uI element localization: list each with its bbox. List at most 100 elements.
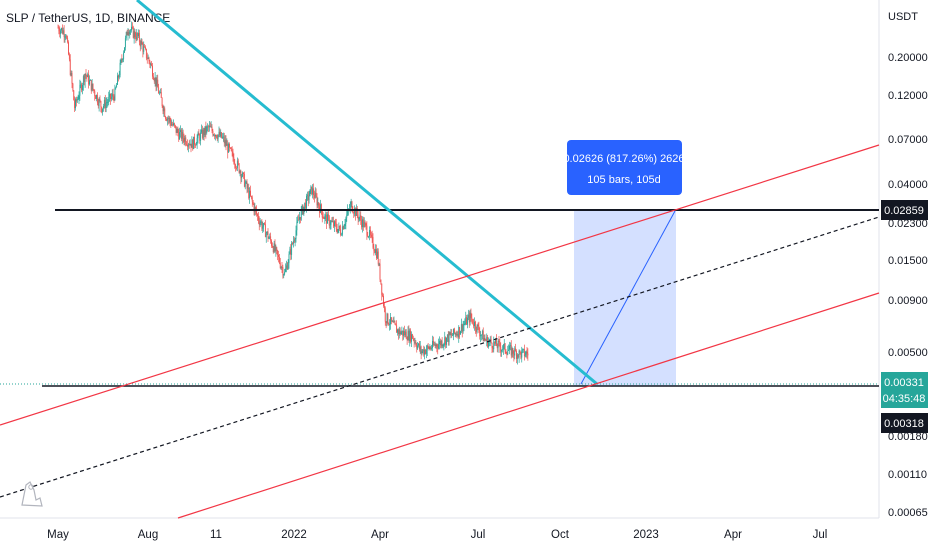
candle-body xyxy=(522,349,524,351)
candle-body xyxy=(495,339,497,346)
candle-body xyxy=(516,351,517,359)
candle-body xyxy=(264,223,265,225)
candle-body xyxy=(500,347,502,352)
candle-body xyxy=(469,312,471,323)
candle-body xyxy=(191,139,193,148)
candle-body xyxy=(418,343,420,350)
candle-body xyxy=(250,190,251,196)
candle-body xyxy=(179,132,181,140)
candle-body xyxy=(395,323,397,326)
candle-body xyxy=(441,340,443,347)
candle-body xyxy=(103,106,104,109)
candle-body xyxy=(271,240,272,246)
last-price-badge xyxy=(881,372,928,408)
candle-body xyxy=(160,92,162,98)
candle-body xyxy=(324,215,326,220)
candle-body xyxy=(363,222,365,228)
channel-median-line[interactable] xyxy=(0,216,880,498)
candle-body xyxy=(277,250,279,255)
candle-body xyxy=(148,57,150,62)
candle-body xyxy=(145,47,146,49)
x-tick-label: May xyxy=(47,529,69,541)
candle-body xyxy=(108,96,110,102)
candle-body xyxy=(486,337,488,341)
candle-body xyxy=(222,136,224,138)
candle-body xyxy=(337,229,339,233)
candle-body xyxy=(314,192,316,199)
candle-body xyxy=(506,353,508,355)
candle-body xyxy=(146,58,148,59)
candle-body xyxy=(389,324,391,326)
candle-body xyxy=(248,187,250,199)
candle-body xyxy=(379,263,381,280)
channel-upper-line[interactable] xyxy=(0,144,880,426)
candle-body xyxy=(499,342,501,348)
candle-body xyxy=(142,44,144,52)
channel-lower-line[interactable] xyxy=(177,292,880,519)
candle-body xyxy=(229,143,230,148)
descending-trendline[interactable] xyxy=(136,0,598,386)
candle-body xyxy=(518,350,520,358)
candle-body xyxy=(480,334,482,337)
candle-body xyxy=(171,124,173,126)
candle-body xyxy=(422,349,424,352)
candle-body xyxy=(96,94,98,103)
candle-body xyxy=(495,339,496,344)
candle-body xyxy=(493,341,495,350)
candle-body xyxy=(380,279,382,284)
resistance-price-label: 0.02859 xyxy=(884,205,924,217)
candle-body xyxy=(280,266,282,268)
candle-body xyxy=(315,192,317,197)
candle-body xyxy=(406,338,408,341)
candle-body xyxy=(205,126,207,133)
candle-body xyxy=(391,321,393,322)
candle-body xyxy=(454,333,456,334)
candle-body xyxy=(90,80,92,91)
candle-body xyxy=(136,33,138,40)
candle-body xyxy=(214,134,216,137)
candle-body xyxy=(61,28,63,34)
candle-body xyxy=(267,231,269,239)
candle-body xyxy=(175,126,177,133)
candle-body xyxy=(245,181,247,183)
candle-body xyxy=(244,182,246,187)
candle-body xyxy=(66,36,68,39)
candle-body xyxy=(190,143,192,148)
candle-body xyxy=(141,40,143,45)
candle-body xyxy=(342,226,344,230)
candle-body xyxy=(478,326,480,332)
candle-body xyxy=(286,265,288,270)
candle-body xyxy=(488,341,489,347)
candle-body xyxy=(70,73,72,75)
candle-body xyxy=(118,75,120,78)
candle-body xyxy=(442,344,444,347)
candle-body xyxy=(465,317,467,323)
candle-body xyxy=(419,346,421,350)
candle-body xyxy=(122,59,124,60)
candle-body xyxy=(355,208,356,216)
candle-body xyxy=(482,330,484,342)
candle-body xyxy=(194,136,195,145)
candle-body xyxy=(329,224,331,226)
candle-body xyxy=(358,217,360,220)
price-axis[interactable] xyxy=(879,0,932,550)
candle-body xyxy=(378,263,380,265)
candle-body xyxy=(496,345,498,349)
candle-body xyxy=(221,132,223,138)
candle-body xyxy=(365,223,367,226)
candle-body xyxy=(235,164,237,168)
candle-body xyxy=(251,197,253,202)
candle-body xyxy=(107,101,109,103)
candle-body xyxy=(445,337,447,345)
candle-body xyxy=(453,328,454,336)
candle-body xyxy=(355,208,357,216)
candle-body xyxy=(321,211,323,218)
candle-body xyxy=(97,102,99,106)
candle-body xyxy=(95,96,97,99)
candle-body xyxy=(151,63,153,66)
candle-body xyxy=(197,133,199,139)
candle-body xyxy=(109,93,111,97)
candle-body xyxy=(138,32,140,42)
candle-body xyxy=(296,221,298,231)
